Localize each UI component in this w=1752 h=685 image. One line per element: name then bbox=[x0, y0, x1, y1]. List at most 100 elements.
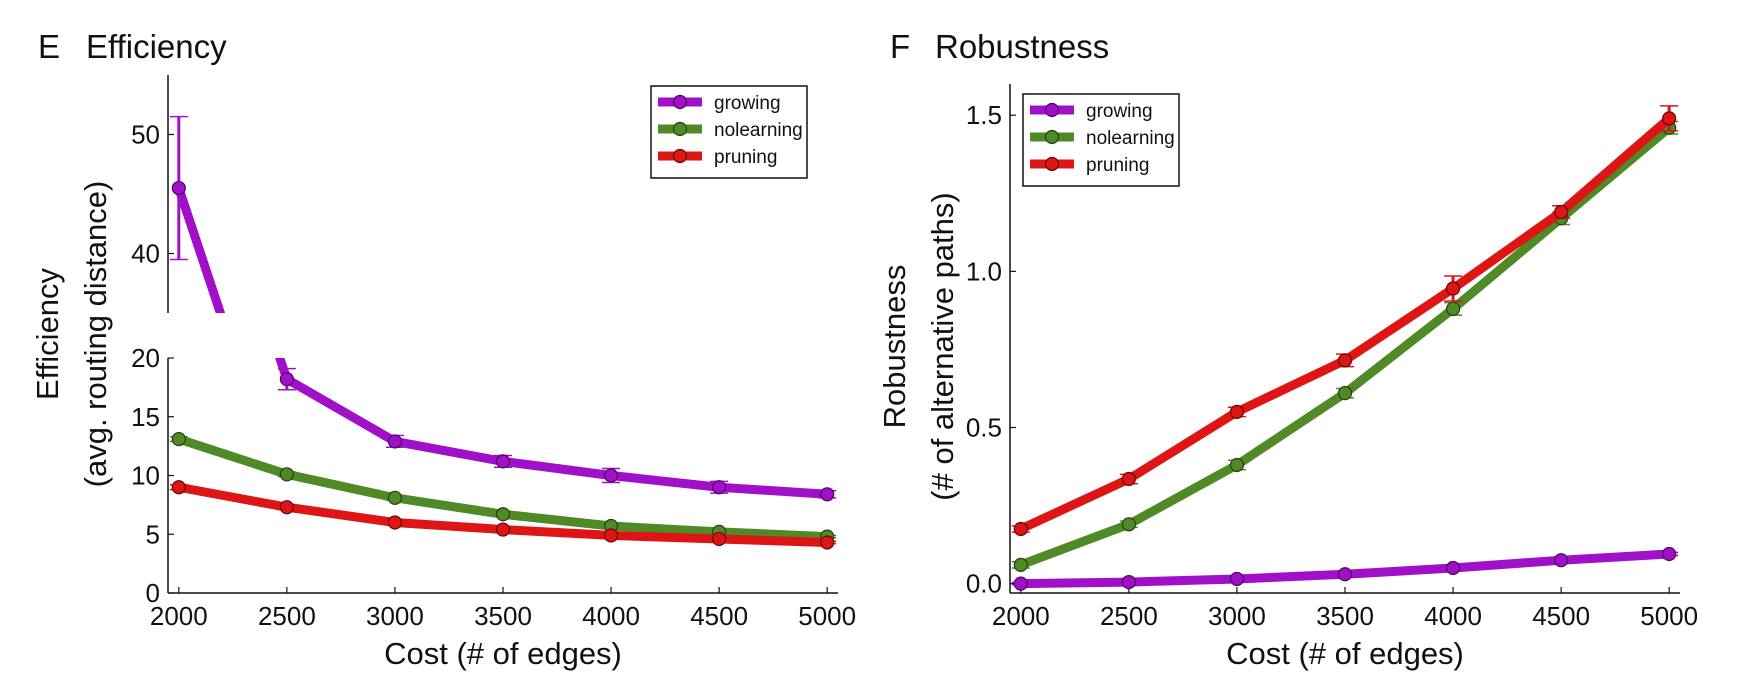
data-point-nolearning bbox=[1121, 517, 1136, 532]
legend: growing nolearning pruning bbox=[650, 85, 808, 179]
panel-f: F Robustness 0.0 0.5 1.0 1.5 2000 2500 3000 3500 4… bbox=[877, 28, 1698, 671]
data-point-growing bbox=[387, 434, 403, 449]
y-axis-label: (# of alternative paths) bbox=[925, 192, 960, 500]
x-tick-label: 3000 bbox=[1208, 601, 1266, 631]
series-growing bbox=[1011, 546, 1679, 591]
legend-item-pruning: pruning bbox=[1030, 155, 1149, 176]
x-tick-label: 3000 bbox=[366, 601, 424, 631]
y-tick-label: 5 bbox=[146, 519, 160, 549]
x-tick-label: 5000 bbox=[1640, 601, 1698, 631]
data-point-pruning bbox=[387, 515, 403, 530]
data-point-nolearning bbox=[387, 490, 403, 505]
data-point-pruning bbox=[1445, 281, 1461, 296]
series-line-growing bbox=[174, 186, 226, 313]
x-tick-label: 2500 bbox=[258, 601, 316, 631]
data-point-pruning bbox=[1121, 471, 1136, 487]
x-tick-label: 5000 bbox=[798, 601, 856, 631]
legend-swatch-marker bbox=[1044, 156, 1060, 172]
y-tick-label: 20 bbox=[131, 343, 160, 373]
legend-item-nolearning: nolearning bbox=[1030, 128, 1175, 149]
legend-label: pruning bbox=[1086, 155, 1149, 176]
data-point-growing bbox=[1662, 546, 1677, 562]
y-tick-label: 1.5 bbox=[966, 100, 1002, 130]
data-point-growing bbox=[1229, 571, 1245, 587]
data-point-pruning bbox=[279, 500, 294, 515]
data-point-nolearning bbox=[495, 507, 511, 522]
data-point-growing bbox=[1121, 574, 1136, 590]
x-tick-label: 3500 bbox=[1316, 601, 1374, 631]
y-tick-label: 15 bbox=[131, 402, 160, 432]
legend-swatch-marker bbox=[672, 94, 688, 110]
data-point-growing bbox=[1013, 576, 1028, 591]
y-axis-label: Efficiency bbox=[30, 267, 65, 400]
x-tick-label: 4500 bbox=[1532, 601, 1590, 631]
x-axis-label: Cost (# of edges) bbox=[384, 636, 622, 671]
legend-swatch-marker bbox=[1044, 129, 1060, 145]
y-tick-label: 1.0 bbox=[966, 256, 1002, 286]
series-pruning bbox=[1011, 105, 1679, 537]
data-point-pruning bbox=[1554, 204, 1569, 220]
x-tick-label: 4500 bbox=[690, 601, 748, 631]
y-tick-label: 0.5 bbox=[966, 412, 1002, 442]
legend-label: growing bbox=[1086, 101, 1153, 122]
y-axis-label: Robustness bbox=[877, 265, 912, 429]
data-point-pruning bbox=[712, 531, 727, 547]
legend-label: growing bbox=[714, 93, 781, 114]
panel-letter: E bbox=[38, 28, 60, 65]
data-point-pruning bbox=[1013, 521, 1028, 537]
legend-swatch-marker bbox=[672, 148, 688, 164]
data-point-nolearning bbox=[1445, 301, 1461, 316]
y-tick-label: 0 bbox=[146, 578, 160, 608]
legend-swatch-marker bbox=[672, 121, 688, 137]
legend-label: pruning bbox=[714, 147, 777, 168]
data-point-growing bbox=[1554, 553, 1569, 568]
data-point-nolearning bbox=[1229, 457, 1245, 473]
panel-title: Robustness bbox=[935, 28, 1109, 65]
panel-title: Efficiency bbox=[86, 28, 227, 65]
legend-item-growing: growing bbox=[1030, 101, 1153, 122]
series-nolearning bbox=[1011, 120, 1679, 572]
y-tick-label: 10 bbox=[131, 461, 160, 491]
data-point-growing bbox=[279, 372, 294, 387]
series-line-nolearning bbox=[1019, 124, 1673, 570]
series-pruning bbox=[169, 480, 837, 550]
data-point-growing bbox=[171, 180, 186, 196]
y-axis-label: (avg. routing distance) bbox=[78, 181, 113, 488]
data-point-pruning bbox=[1337, 353, 1353, 368]
series-growing bbox=[169, 115, 404, 582]
data-point-growing bbox=[1445, 560, 1461, 576]
legend-item-pruning: pruning bbox=[658, 147, 777, 168]
x-tick-label: 2000 bbox=[150, 601, 208, 631]
data-point-growing bbox=[712, 480, 727, 495]
error-bar bbox=[386, 570, 404, 582]
data-point-growing bbox=[820, 487, 835, 502]
x-axis-label: Cost (# of edges) bbox=[1226, 636, 1464, 671]
x-tick-label: 3500 bbox=[474, 601, 532, 631]
y-tick-label: 0.0 bbox=[966, 569, 1002, 599]
panel-e: E Efficiency 0 5 10 15 20 40 50 2000 2500 3000 3500 4… bbox=[30, 28, 856, 671]
data-point-growing bbox=[1337, 567, 1353, 582]
data-point-pruning bbox=[495, 522, 511, 537]
legend-swatch-marker bbox=[1044, 102, 1060, 118]
x-tick-label: 4000 bbox=[1424, 601, 1482, 631]
legend-item-growing: growing bbox=[658, 93, 781, 114]
data-point-pruning bbox=[603, 528, 619, 543]
x-tick-label: 2500 bbox=[1100, 601, 1158, 631]
data-point-nolearning bbox=[171, 431, 186, 447]
data-point-pruning bbox=[171, 480, 186, 495]
data-point-pruning bbox=[1662, 111, 1677, 126]
data-point-growing bbox=[603, 468, 619, 483]
legend-item-nolearning: nolearning bbox=[658, 120, 803, 141]
legend: growing nolearning pruning bbox=[1022, 93, 1180, 187]
data-point-pruning bbox=[1229, 404, 1245, 419]
data-point-pruning bbox=[820, 535, 835, 550]
data-point-growing bbox=[388, 569, 401, 582]
plot-upper bbox=[169, 115, 404, 582]
legend-label: nolearning bbox=[714, 120, 803, 141]
panel-letter: F bbox=[890, 28, 910, 65]
x-tick-label: 4000 bbox=[582, 601, 640, 631]
y-tick-label: 40 bbox=[131, 239, 160, 269]
data-point-growing bbox=[495, 454, 511, 469]
plot-area bbox=[1011, 105, 1679, 591]
